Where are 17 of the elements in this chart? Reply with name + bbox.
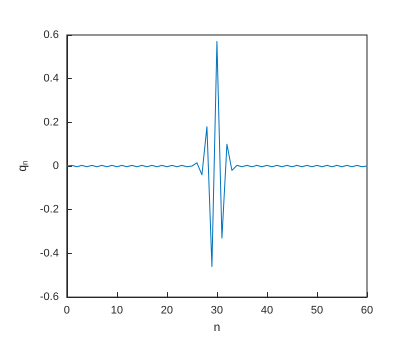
x-tick-label: 50	[310, 304, 324, 317]
x-axis-title: n	[214, 320, 220, 334]
y-tick-label: -0.6	[40, 291, 59, 304]
y-tick-label: 0	[52, 160, 59, 172]
y-tick-label: -0.2	[40, 204, 59, 216]
x-tick-label: 0	[64, 304, 70, 317]
x-tick-label: 20	[160, 304, 174, 317]
line-series	[66, 41, 368, 268]
y-tick-label: 0.6	[44, 29, 59, 41]
x-tick-label: 40	[260, 304, 274, 317]
x-tick-label: 10	[110, 304, 124, 317]
y-axis-title: qn	[15, 160, 30, 172]
x-tick-label: 30	[210, 304, 224, 317]
y-tick-label: 0.2	[44, 116, 59, 128]
y-tick-label: -0.4	[40, 247, 59, 260]
y-tick-label: 0.4	[44, 72, 59, 85]
x-tick-label: 60	[360, 304, 374, 317]
